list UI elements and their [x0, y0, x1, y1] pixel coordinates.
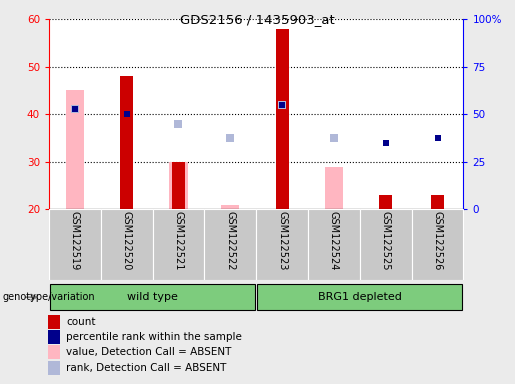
Bar — [172, 162, 185, 209]
Bar — [325, 167, 343, 209]
Bar — [49, 209, 101, 280]
Bar — [204, 209, 256, 280]
Text: GSM122523: GSM122523 — [277, 212, 287, 271]
Text: GSM122526: GSM122526 — [433, 212, 442, 271]
Text: percentile rank within the sample: percentile rank within the sample — [66, 332, 242, 342]
Text: GSM122520: GSM122520 — [122, 212, 132, 271]
Bar — [308, 209, 360, 280]
Text: GSM122522: GSM122522 — [225, 212, 235, 271]
Bar — [221, 205, 239, 209]
Bar — [48, 345, 60, 359]
Text: GSM122525: GSM122525 — [381, 212, 391, 271]
Bar — [50, 284, 255, 310]
Bar — [256, 209, 308, 280]
Text: BRG1 depleted: BRG1 depleted — [318, 292, 402, 302]
Bar — [48, 315, 60, 329]
Bar — [120, 76, 133, 209]
Text: wild type: wild type — [127, 292, 178, 302]
Bar — [431, 195, 444, 209]
Bar — [276, 29, 288, 209]
Bar — [258, 284, 462, 310]
Text: GSM122524: GSM122524 — [329, 212, 339, 271]
Bar — [169, 162, 187, 209]
Bar — [101, 209, 152, 280]
Bar — [66, 91, 84, 209]
Bar — [411, 209, 464, 280]
Text: genotype/variation: genotype/variation — [3, 292, 95, 302]
Bar — [48, 361, 60, 375]
Text: count: count — [66, 317, 95, 327]
Text: GDS2156 / 1435903_at: GDS2156 / 1435903_at — [180, 13, 335, 26]
Bar — [379, 195, 392, 209]
Text: GSM122521: GSM122521 — [174, 212, 183, 271]
Bar — [152, 209, 204, 280]
Text: GSM122519: GSM122519 — [70, 212, 80, 271]
Text: value, Detection Call = ABSENT: value, Detection Call = ABSENT — [66, 347, 231, 357]
Bar — [48, 330, 60, 344]
Bar — [360, 209, 411, 280]
Text: rank, Detection Call = ABSENT: rank, Detection Call = ABSENT — [66, 363, 227, 373]
